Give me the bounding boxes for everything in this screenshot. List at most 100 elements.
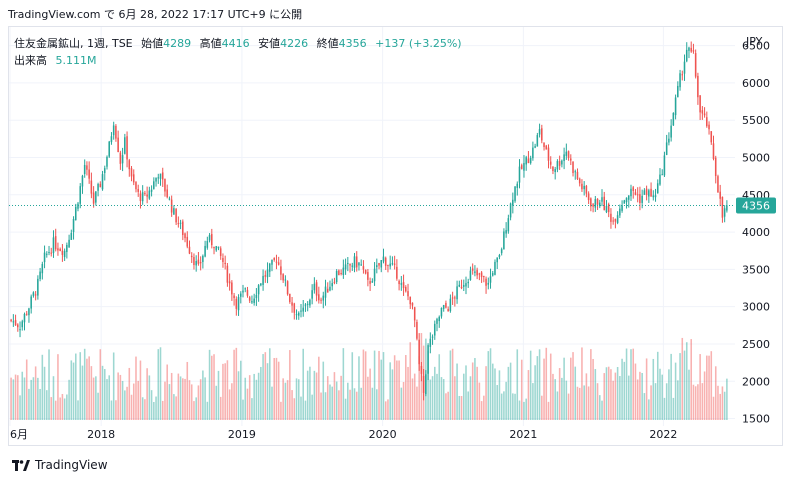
volume-bar [112, 352, 115, 420]
volume-bar [458, 395, 461, 420]
candle-body [347, 262, 349, 264]
candle-body [208, 235, 211, 241]
high-label: 高値 [199, 37, 222, 50]
candle-body [630, 188, 632, 197]
candle-body [598, 202, 601, 207]
volume-bar [469, 376, 472, 420]
candle-body [74, 206, 77, 221]
candle-body [168, 198, 171, 200]
volume-bar [48, 349, 50, 420]
volume-bar [88, 356, 90, 420]
candle-body [556, 161, 559, 170]
candle-body [39, 271, 41, 280]
candle-body [43, 252, 46, 263]
candle-body [244, 288, 247, 290]
candle-body [440, 307, 443, 317]
volume-bar [630, 349, 632, 420]
open-value: 4289 [163, 37, 192, 50]
volume-bar [532, 383, 534, 420]
volume-bar [726, 378, 728, 420]
low-label: 安値 [258, 37, 281, 50]
volume-bar [331, 386, 333, 420]
candle-body [645, 188, 648, 195]
volume-bar [654, 383, 657, 420]
candle-body [146, 194, 148, 197]
candle-body [280, 266, 282, 275]
volume-bar [371, 387, 374, 420]
candle-body [616, 215, 619, 223]
candle-body [164, 178, 166, 192]
candle-body [520, 165, 523, 169]
volume-bar [407, 366, 409, 420]
candle-body [621, 205, 623, 211]
candle-body [587, 193, 590, 201]
volume-bar [621, 358, 623, 420]
time-tick-label: 2022 [649, 428, 677, 441]
volume-bar [592, 358, 594, 420]
volume-bar [322, 361, 325, 420]
volume-bar [699, 354, 701, 420]
volume-bar [311, 394, 313, 420]
candle-body [456, 286, 458, 300]
candle-body [349, 264, 351, 266]
candle-body [665, 142, 668, 155]
candle-body [449, 298, 452, 312]
volume-bar [478, 382, 481, 420]
candle-body [512, 199, 514, 206]
volume-bar [438, 354, 441, 420]
candle-body [186, 236, 189, 247]
volume-bar [656, 351, 659, 420]
candle-body [518, 166, 521, 183]
candle-body [402, 282, 405, 289]
volume-bar [670, 353, 672, 420]
candle-body [500, 249, 503, 254]
candle-body [242, 290, 244, 293]
candle-body [487, 282, 490, 285]
volume-bar [496, 385, 498, 420]
candle-body [721, 196, 724, 218]
candle-body [462, 285, 465, 287]
candle-body [523, 163, 525, 171]
candle-body [643, 190, 646, 195]
volume-bar [266, 363, 269, 420]
candle-body [30, 296, 32, 309]
candle-body [106, 156, 108, 167]
volume-bar [485, 366, 487, 420]
volume-bar [150, 390, 153, 420]
volume-bar [480, 401, 483, 420]
candle-body [400, 283, 403, 285]
ohlc-legend: 住友金属鉱山, 1週, TSE 始値4289 高値4416 安値4226 終値4… [14, 35, 462, 51]
candle-body [121, 155, 124, 164]
candle-body [407, 291, 409, 297]
volume-bar [505, 381, 507, 420]
volume-bar [182, 378, 184, 420]
price-tick-label: 3000 [742, 301, 770, 314]
volume-bar [674, 362, 677, 420]
volume-bar [545, 347, 548, 420]
candle-body [324, 286, 327, 298]
volume-bar [429, 379, 432, 420]
volume-bar [576, 386, 579, 420]
candle-body [184, 233, 186, 239]
candle-body [364, 269, 367, 274]
candle-body [427, 345, 429, 374]
volume-bar [677, 380, 679, 420]
volume-bar [567, 393, 570, 420]
volume-bar [260, 366, 262, 420]
volume-bar [552, 373, 554, 420]
candle-body [431, 336, 434, 338]
brand[interactable]: TradingView [12, 458, 108, 472]
volume-bar [137, 380, 139, 420]
candle-body [79, 186, 81, 204]
volume-bar [563, 357, 565, 420]
volume-bar [601, 400, 603, 420]
volume-bar [645, 358, 648, 420]
volume-bar [451, 348, 454, 420]
volume-bar [701, 383, 704, 420]
volume-bar [61, 393, 64, 420]
candle-body [694, 53, 697, 77]
volume-bar [440, 377, 443, 420]
volume-bar [719, 393, 721, 420]
candle-body [353, 256, 356, 268]
